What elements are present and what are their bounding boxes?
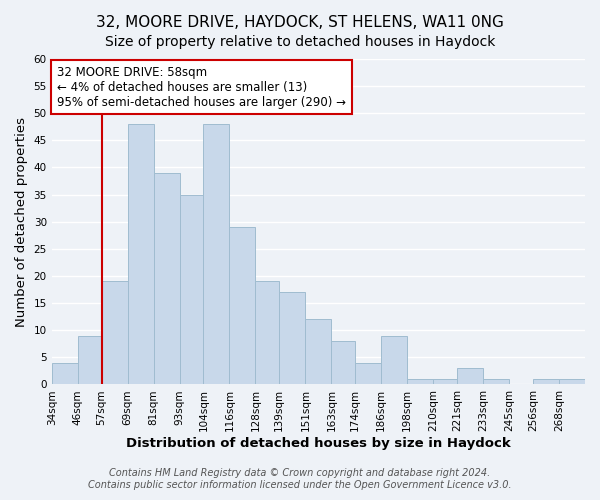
- Bar: [457, 368, 483, 384]
- Text: 32 MOORE DRIVE: 58sqm
← 4% of detached houses are smaller (13)
95% of semi-detac: 32 MOORE DRIVE: 58sqm ← 4% of detached h…: [57, 66, 346, 108]
- Text: Size of property relative to detached houses in Haydock: Size of property relative to detached ho…: [105, 35, 495, 49]
- Bar: [203, 124, 229, 384]
- Bar: [77, 336, 101, 384]
- Bar: [101, 282, 128, 385]
- Text: 32, MOORE DRIVE, HAYDOCK, ST HELENS, WA11 0NG: 32, MOORE DRIVE, HAYDOCK, ST HELENS, WA1…: [96, 15, 504, 30]
- Bar: [305, 320, 331, 384]
- Y-axis label: Number of detached properties: Number of detached properties: [15, 116, 28, 326]
- Bar: [256, 282, 280, 385]
- Bar: [229, 227, 256, 384]
- Bar: [407, 379, 433, 384]
- Bar: [331, 341, 355, 384]
- Bar: [355, 363, 381, 384]
- Bar: [179, 194, 203, 384]
- X-axis label: Distribution of detached houses by size in Haydock: Distribution of detached houses by size …: [126, 437, 511, 450]
- Text: Contains HM Land Registry data © Crown copyright and database right 2024.
Contai: Contains HM Land Registry data © Crown c…: [88, 468, 512, 490]
- Bar: [483, 379, 509, 384]
- Bar: [154, 173, 179, 384]
- Bar: [533, 379, 559, 384]
- Bar: [280, 292, 305, 384]
- Bar: [52, 363, 77, 384]
- Bar: [559, 379, 585, 384]
- Bar: [128, 124, 154, 384]
- Bar: [381, 336, 407, 384]
- Bar: [433, 379, 457, 384]
